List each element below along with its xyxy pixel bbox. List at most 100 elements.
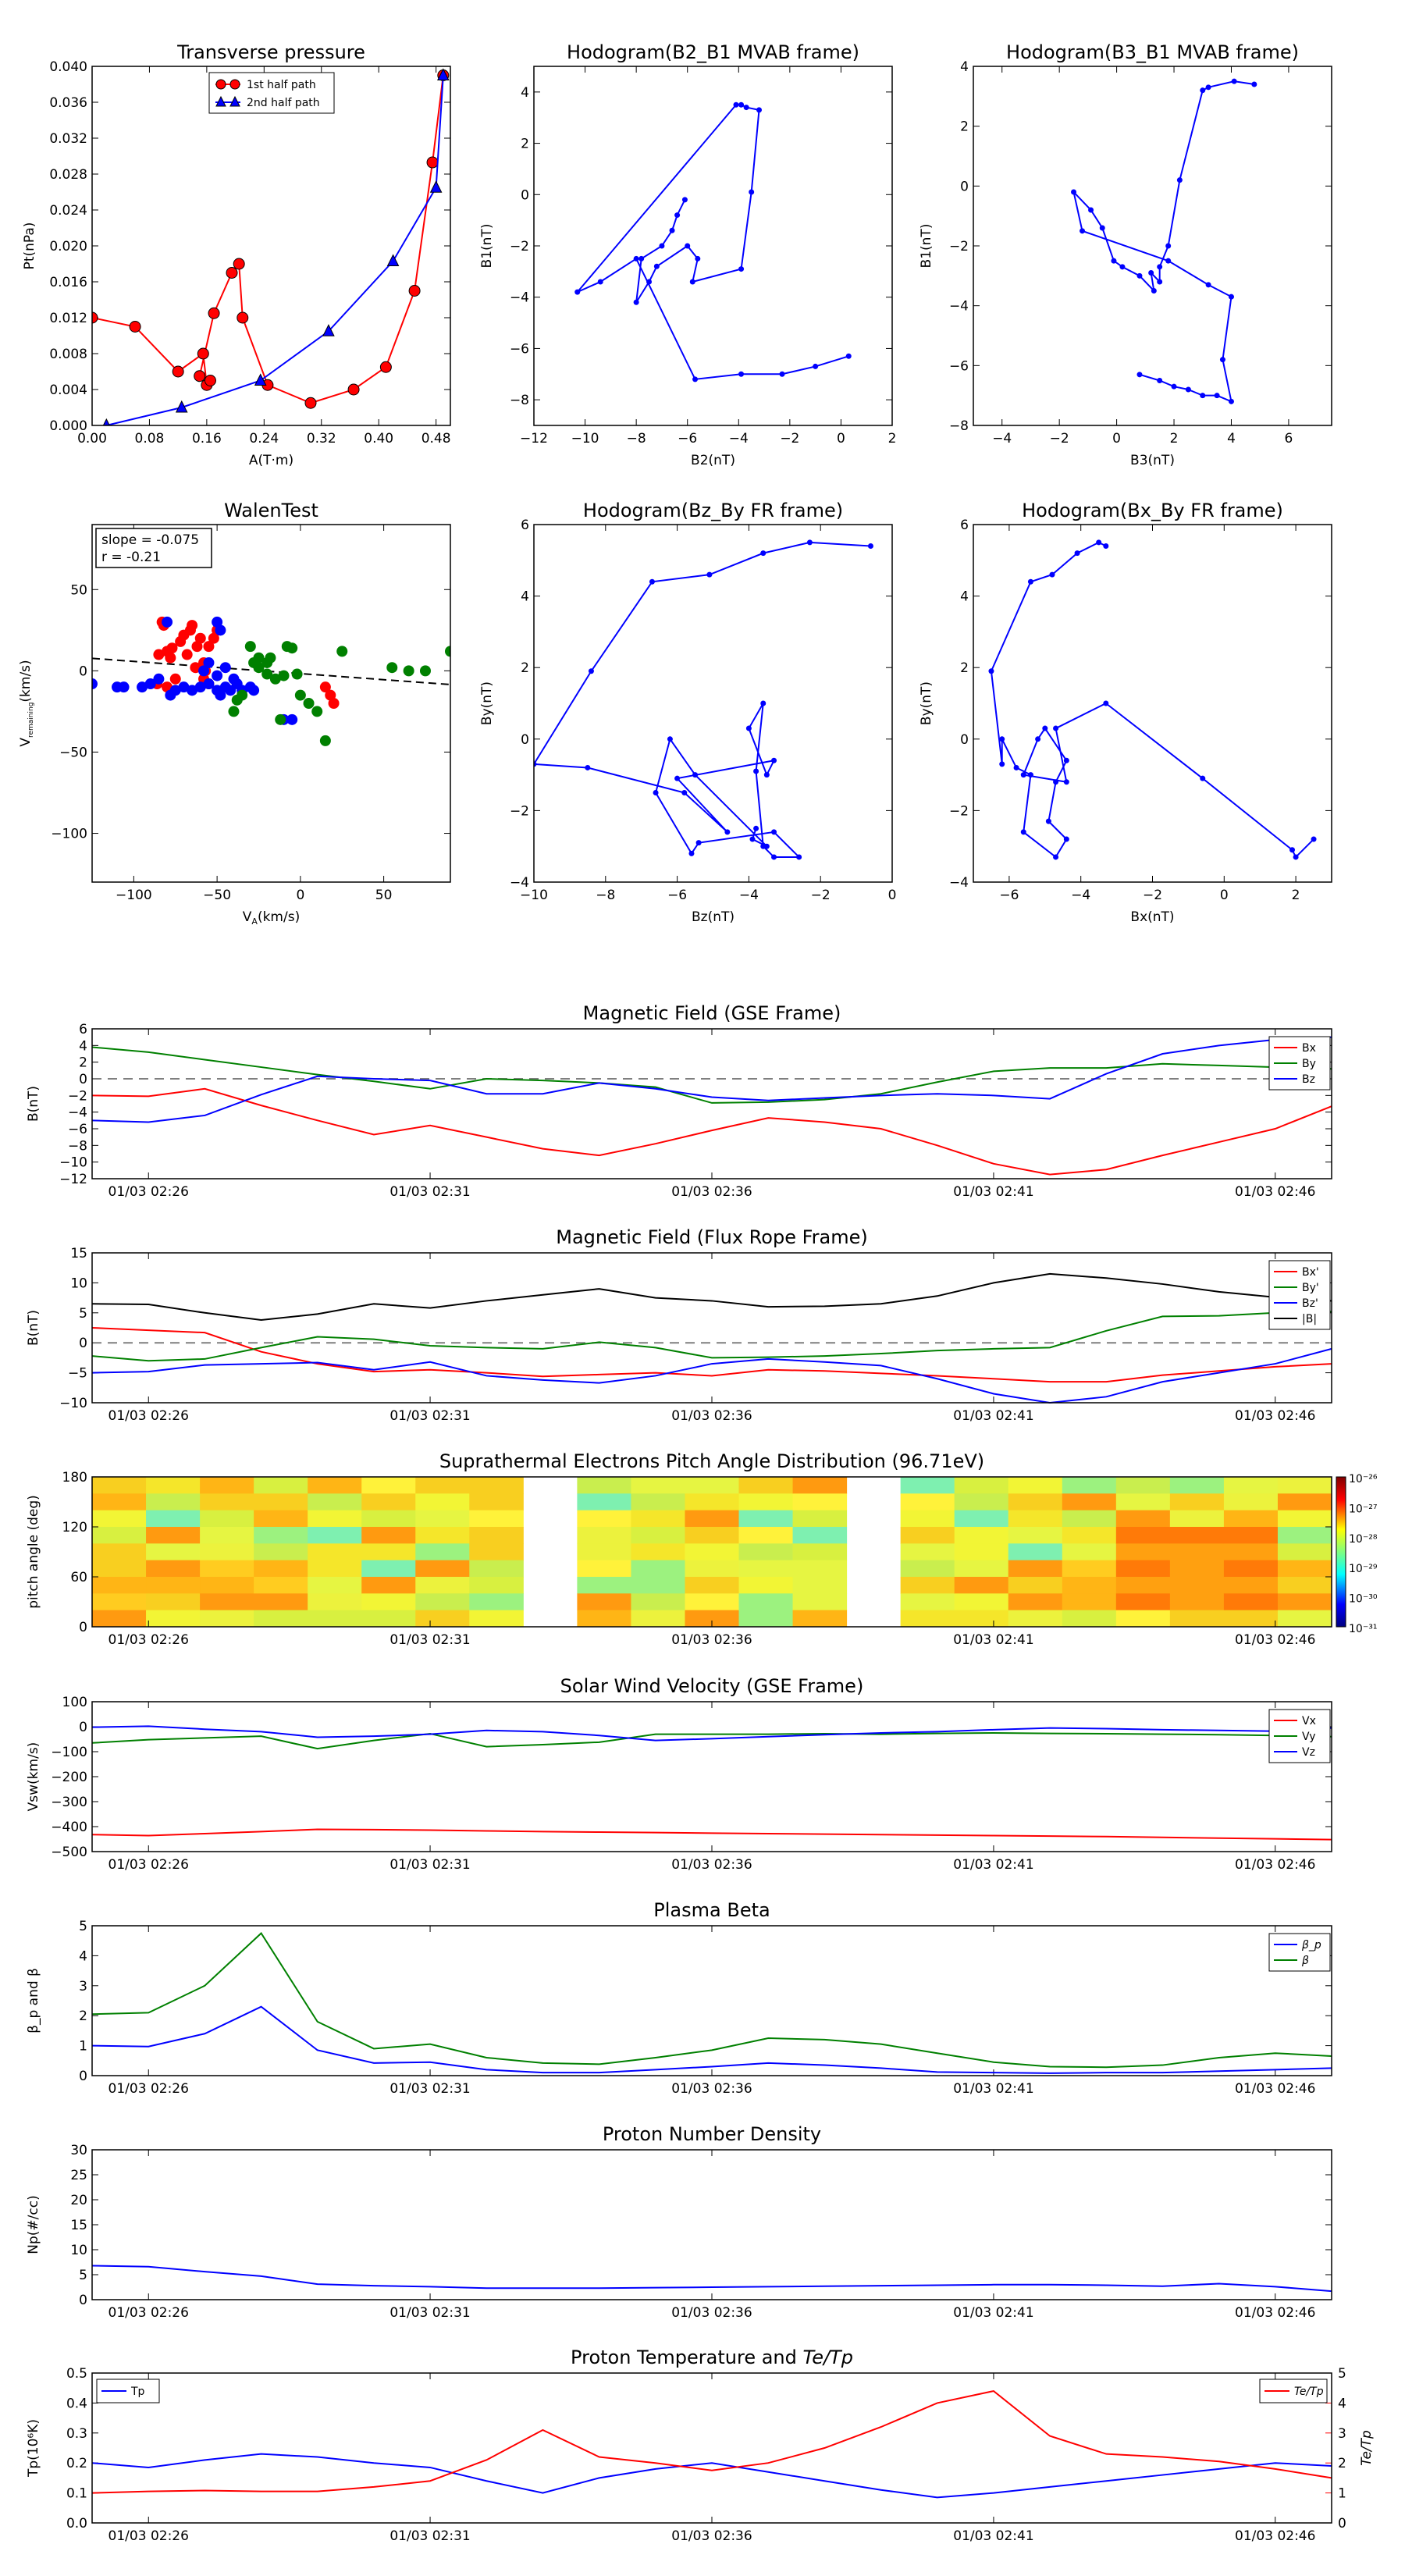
- pad-cell: [685, 1560, 740, 1578]
- pad-cell: [146, 1593, 201, 1611]
- pad-cell: [308, 1560, 362, 1578]
- pad-cell: [1277, 1493, 1332, 1511]
- tp-ytick-label: 0.032: [49, 131, 87, 147]
- tp-xtick-label: 0.24: [249, 431, 279, 447]
- walen-point-green: [303, 698, 315, 709]
- walen-point-green: [291, 668, 303, 680]
- mag_fr-chart: Magnetic Field (Flux Rope Frame) B(nT) −10…: [26, 1226, 1332, 1424]
- tp-point-1st: [226, 267, 238, 279]
- pad-cell: [469, 1493, 524, 1511]
- h4-point: [1049, 571, 1055, 578]
- h1-title: Hodogram(B2_B1 MVAB frame): [567, 41, 859, 63]
- walen-point-green: [269, 673, 281, 685]
- pad-cell: [631, 1543, 685, 1561]
- h2-point: [1119, 264, 1126, 270]
- mag_fr-xtick-label: 01/03 02:41: [953, 1408, 1033, 1424]
- h2-xtick-label: 0: [1112, 431, 1121, 447]
- temp-y2tick-label: 3: [1338, 2426, 1346, 2442]
- temp-legend-label: Tp: [130, 2386, 145, 2398]
- temp-ytick-label: 0.5: [66, 2366, 87, 2382]
- h3-point: [706, 571, 713, 578]
- pad-cell: [254, 1577, 308, 1594]
- np-ytick-label: 0: [79, 2293, 87, 2308]
- pad-cell: [577, 1560, 631, 1578]
- vsw-ytick-label: −500: [51, 1845, 87, 1860]
- h3-xtick-label: −4: [739, 888, 759, 903]
- h4-point: [1042, 725, 1048, 731]
- h3-point: [667, 736, 673, 742]
- tp-xtick-label: 0.08: [135, 431, 165, 447]
- pad-cell: [415, 1543, 470, 1561]
- walen-point-blue: [118, 681, 130, 693]
- np-xtick-label: 01/03 02:26: [108, 2305, 189, 2321]
- pad-cell: [631, 1593, 685, 1611]
- walen-point-blue: [212, 670, 223, 681]
- walen-point-blue: [162, 616, 173, 628]
- h4-point: [1053, 779, 1059, 785]
- walen-point-blue: [286, 713, 298, 725]
- h2-point: [1148, 270, 1154, 276]
- pad-cell: [1223, 1560, 1279, 1578]
- h2-point: [1111, 258, 1117, 264]
- walen-point-blue: [187, 685, 198, 696]
- pad-cell: [631, 1510, 685, 1528]
- h3-point: [760, 550, 767, 557]
- pad-cell: [792, 1477, 848, 1494]
- pad-cell: [1223, 1593, 1279, 1611]
- h1-point: [633, 255, 639, 262]
- mag_fr-ytick-label: −10: [59, 1396, 87, 1411]
- walen-xtick-label: −100: [116, 888, 152, 903]
- temp-line-TeTp: [91, 2389, 1332, 2494]
- pad-cell: [1008, 1510, 1063, 1528]
- h2-ytick-label: 4: [960, 59, 969, 75]
- pad-cell: [200, 1560, 254, 1578]
- mag_fr-line-By: [91, 1311, 1332, 1362]
- pad-cell: [631, 1560, 685, 1578]
- tp-point-1st: [379, 361, 392, 373]
- tp-ytick-label: 0.036: [49, 95, 87, 111]
- h2-xtick-label: 2: [1170, 431, 1179, 447]
- walen-title: WalenTest: [224, 500, 318, 521]
- h4-point: [1027, 578, 1033, 585]
- temp-ytick-label: 0.3: [66, 2426, 87, 2442]
- pad-cell: [792, 1560, 848, 1578]
- pad-cell: [254, 1477, 308, 1494]
- h4-point: [1020, 829, 1026, 835]
- h2-path: [1072, 80, 1255, 403]
- walen-point-green: [286, 642, 298, 654]
- walen-point-blue: [178, 681, 190, 693]
- pad-cell: [1169, 1560, 1225, 1578]
- h3-point: [692, 772, 699, 778]
- np-ytick-label: 20: [70, 2193, 87, 2208]
- pad-cell: [1008, 1610, 1063, 1628]
- h2-point: [1136, 272, 1143, 279]
- h4-point: [1035, 736, 1041, 742]
- vsw-ytick-label: −200: [51, 1770, 87, 1785]
- h3-point: [753, 768, 759, 774]
- h1-point: [779, 371, 785, 377]
- tp-point-1st: [408, 285, 421, 297]
- h3-point: [724, 829, 731, 835]
- h3-ytick-label: 2: [521, 660, 529, 676]
- pad-cell: [954, 1477, 1009, 1494]
- pad-ytick-label: 180: [62, 1470, 87, 1485]
- pad-cell: [146, 1577, 201, 1594]
- h4-point: [1293, 854, 1299, 860]
- temp-y2tick-label: 0: [1338, 2516, 1346, 2532]
- pad-cell: [900, 1477, 955, 1494]
- h1-xtick-label: −10: [571, 431, 599, 447]
- walen-ytick-label: −50: [59, 745, 87, 760]
- walen-point-blue: [215, 689, 226, 701]
- mag_gse-legend-label: Bx: [1302, 1042, 1316, 1055]
- tp-ytick-label: 0.040: [49, 59, 87, 75]
- pad-cell: [254, 1527, 308, 1544]
- pad-xtick-label: 01/03 02:36: [671, 1632, 752, 1648]
- h1-point: [681, 197, 688, 203]
- tp-legend-marker: [215, 95, 226, 107]
- pad-cell: [200, 1477, 254, 1494]
- walen-frame: [91, 524, 451, 883]
- pad-cell: [1062, 1610, 1117, 1628]
- h2-point: [1185, 386, 1191, 393]
- vsw-ylabel: Vsw(km/s): [26, 1742, 41, 1812]
- h3-point: [585, 764, 591, 770]
